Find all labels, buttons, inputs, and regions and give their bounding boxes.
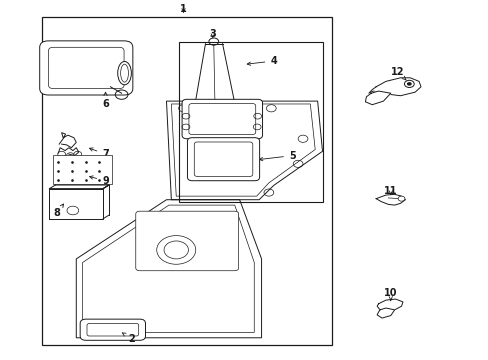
Polygon shape	[368, 78, 420, 96]
Bar	[42, 17, 331, 345]
FancyBboxPatch shape	[136, 211, 238, 271]
Text: 4: 4	[247, 56, 277, 66]
Ellipse shape	[118, 62, 131, 85]
Text: 12: 12	[390, 67, 406, 80]
Text: 7: 7	[89, 148, 109, 159]
Bar	[178, 42, 322, 202]
FancyBboxPatch shape	[182, 99, 262, 139]
Text: 6: 6	[102, 92, 109, 109]
Text: 2: 2	[122, 333, 135, 343]
Text: 8: 8	[53, 204, 63, 218]
Text: 11: 11	[383, 186, 397, 196]
FancyBboxPatch shape	[40, 41, 133, 95]
Text: 1: 1	[180, 4, 186, 14]
Text: 5: 5	[259, 150, 295, 161]
Polygon shape	[365, 91, 390, 105]
Text: 10: 10	[383, 288, 397, 301]
Text: 3: 3	[209, 29, 216, 39]
Polygon shape	[376, 299, 402, 312]
Bar	[53, 155, 112, 184]
Circle shape	[404, 80, 413, 87]
Circle shape	[397, 196, 404, 201]
Text: 9: 9	[89, 176, 109, 186]
Polygon shape	[376, 308, 394, 318]
Polygon shape	[375, 194, 405, 205]
FancyBboxPatch shape	[80, 319, 145, 340]
FancyBboxPatch shape	[187, 138, 259, 181]
Circle shape	[406, 82, 411, 86]
